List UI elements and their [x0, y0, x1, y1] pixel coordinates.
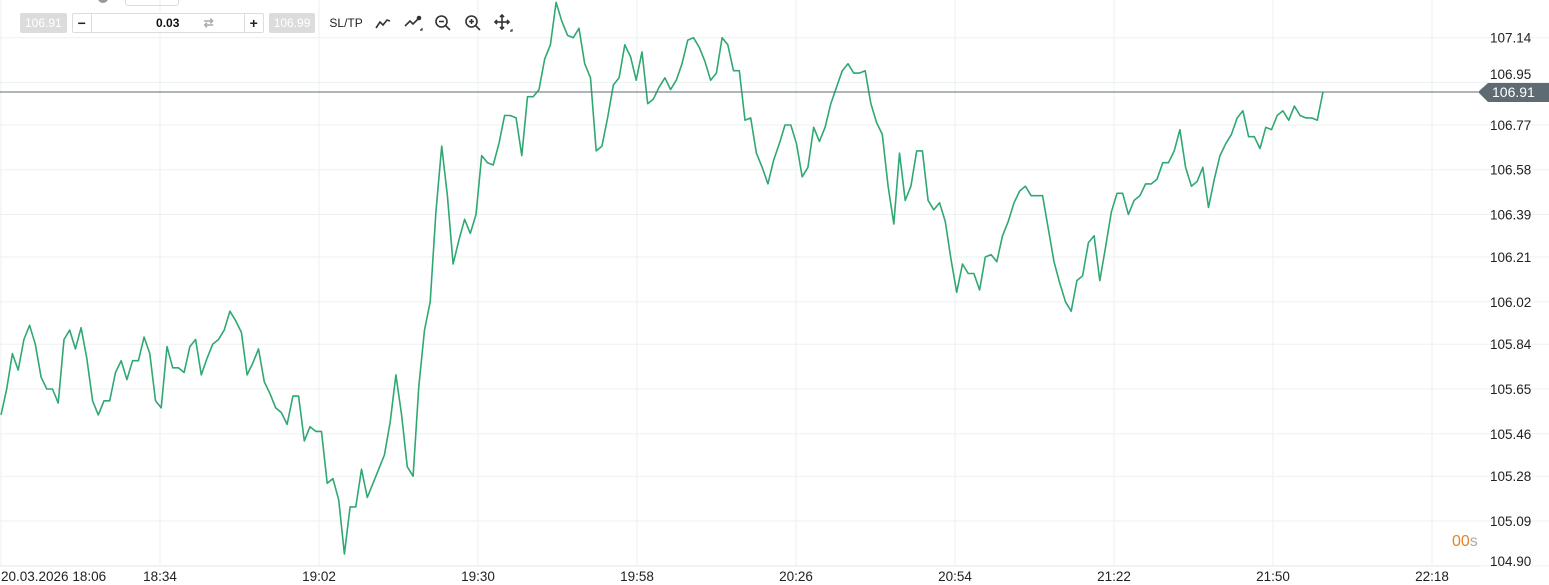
bid-price-button[interactable]: 106.91 — [20, 13, 67, 33]
x-tick-label: 20:26 — [779, 569, 813, 584]
y-tick-label: 107.14 — [1490, 31, 1532, 46]
y-axis: 107.14 106.95 106.77 106.58 106.39 106.21 106.… — [1490, 31, 1532, 569]
chart-type-icon[interactable] — [403, 13, 423, 33]
timer-value: 00 — [1452, 533, 1470, 550]
y-tick-label: 105.28 — [1490, 469, 1531, 484]
y-tick-label: 106.21 — [1490, 250, 1531, 265]
sltp-button[interactable]: SL/TP — [329, 16, 363, 30]
increase-lot-button[interactable]: + — [249, 15, 258, 31]
y-tick-label: 105.09 — [1490, 514, 1531, 529]
x-tick-label: 21:22 — [1097, 569, 1131, 584]
x-tick-label: 19:30 — [461, 569, 495, 584]
x-axis: 20.03.2026 18:06 18:34 19:02 19:30 19:58 20:2… — [1, 569, 1449, 584]
y-tick-label: 104.90 — [1490, 554, 1531, 569]
y-tick-label: 106.02 — [1490, 295, 1531, 310]
y-tick-label: 106.58 — [1490, 163, 1531, 178]
y-tick-label: 105.46 — [1490, 427, 1531, 442]
y-tick-label: 106.77 — [1490, 118, 1531, 133]
ask-price-button[interactable]: 106.99 — [268, 13, 316, 33]
move-crosshair-icon[interactable] — [493, 13, 513, 33]
zoom-in-icon[interactable] — [463, 13, 483, 33]
decrease-lot-button[interactable]: − — [77, 15, 86, 31]
timer-unit: s — [1469, 533, 1478, 550]
swap-icon[interactable]: ⇄ — [203, 16, 214, 30]
x-tick-label: 20:54 — [938, 569, 972, 584]
y-tick-label: 106.39 — [1490, 208, 1531, 223]
x-tick-label: 19:58 — [620, 569, 654, 584]
grid — [0, 0, 1549, 567]
x-tick-label: 20.03.2026 18:06 — [1, 569, 106, 584]
lot-size-stepper[interactable]: − 0.03 ⇄ + — [71, 13, 264, 33]
trade-toolbar: 106.91 − 0.03 ⇄ + 106.99 SL/TP — [20, 13, 513, 33]
x-tick-label: 22:18 — [1415, 569, 1449, 584]
x-tick-label: 19:02 — [302, 569, 336, 584]
candle-timer: 00s — [1452, 533, 1478, 551]
zoom-out-icon[interactable] — [433, 13, 453, 33]
top-clipped-icon — [98, 0, 108, 3]
current-price-tag: 106.91 — [1478, 82, 1549, 102]
y-tick-label: 105.84 — [1490, 337, 1532, 352]
current-price-tag-shape — [1478, 82, 1549, 102]
lot-size-input[interactable]: 0.03 ⇄ — [90, 14, 245, 32]
line-chart-icon[interactable] — [373, 13, 393, 33]
x-tick-label: 21:50 — [1256, 569, 1290, 584]
price-line — [0, 1, 1324, 555]
x-tick-label: 18:34 — [143, 569, 177, 584]
top-clipped-control[interactable] — [125, 0, 179, 6]
y-tick-label: 105.65 — [1490, 382, 1531, 397]
lot-size-value: 0.03 — [156, 16, 180, 30]
current-price-tag-text: 106.91 — [1492, 84, 1535, 100]
y-tick-label: 106.95 — [1490, 67, 1531, 82]
